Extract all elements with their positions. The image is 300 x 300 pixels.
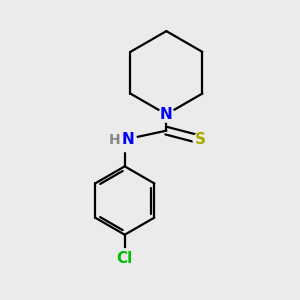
- Text: N: N: [160, 107, 173, 122]
- Text: Cl: Cl: [117, 251, 133, 266]
- Text: H: H: [109, 133, 120, 147]
- Text: S: S: [195, 132, 206, 147]
- Text: N: N: [121, 132, 134, 147]
